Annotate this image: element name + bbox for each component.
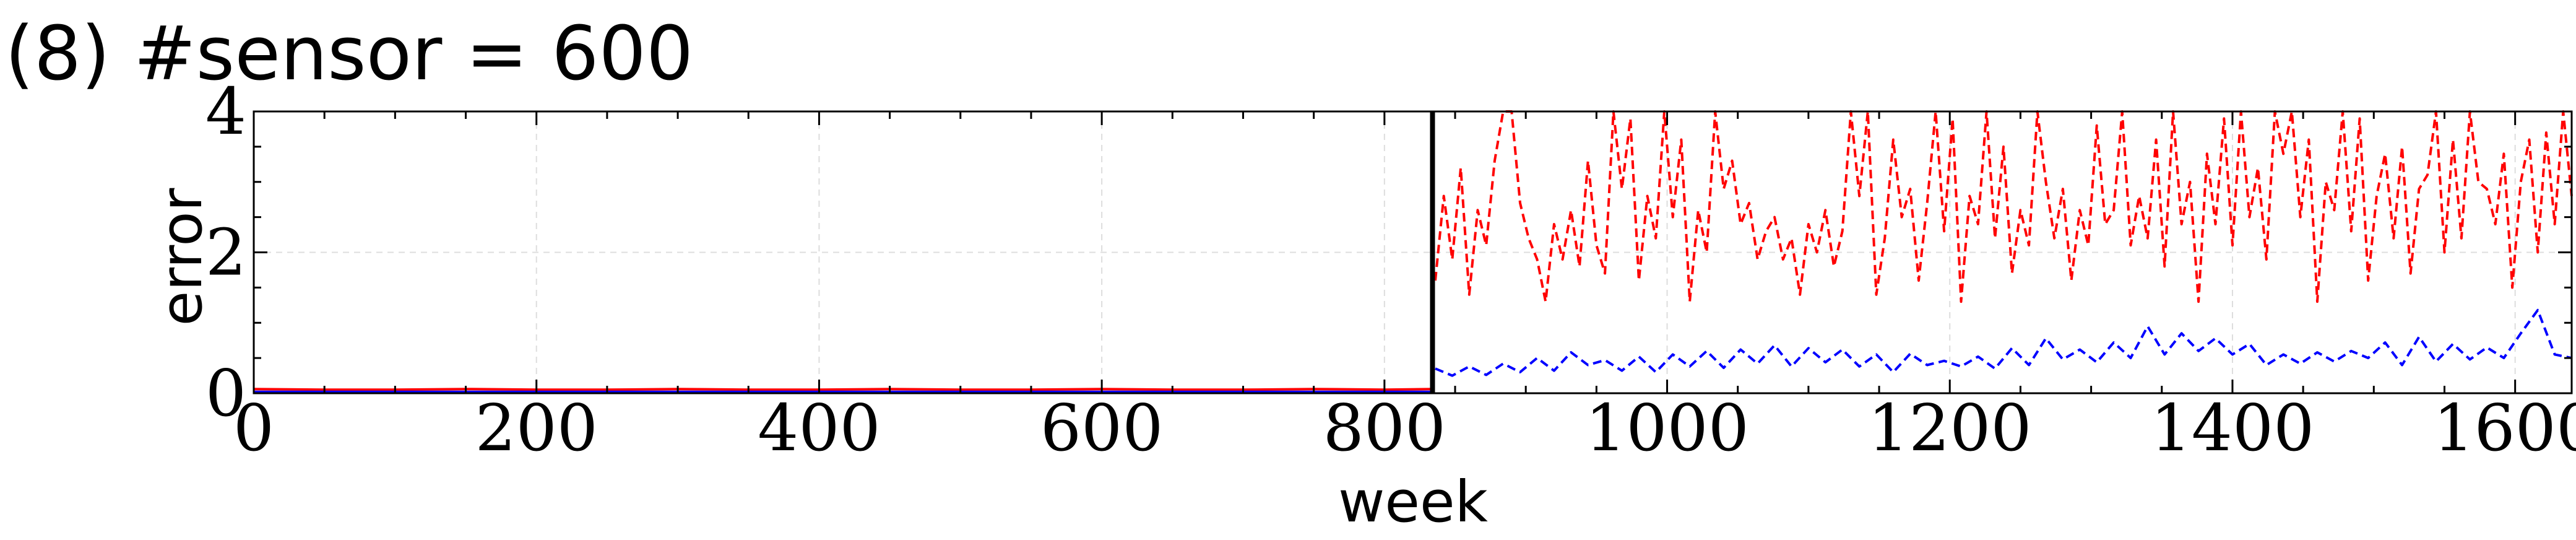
x-tick-label-800: 800 <box>1323 390 1446 466</box>
series-line-1 <box>253 388 1433 391</box>
x-axis-label: week <box>1338 469 1488 535</box>
y-tick-label-4: 4 <box>205 74 246 149</box>
y-tick-label-0: 0 <box>205 355 246 431</box>
x-tick-label-1000: 1000 <box>1585 390 1749 466</box>
x-tick-label-600: 600 <box>1040 390 1164 466</box>
chart-title: (8) #sensor = 600 <box>5 11 693 97</box>
series-line-2 <box>1434 110 2573 303</box>
y-tick-label-2: 2 <box>205 215 246 290</box>
x-tick-label-200: 200 <box>475 390 598 466</box>
y-axis-label: error <box>149 188 215 326</box>
series-layer <box>253 110 2573 393</box>
axes-frame <box>253 110 2573 394</box>
series-line-4 <box>1435 308 2572 377</box>
x-tick-label-1200: 1200 <box>1868 390 2032 466</box>
x-tick-label-400: 400 <box>758 390 881 466</box>
x-tick-label-0: 0 <box>233 390 274 466</box>
x-tick-label-1400: 1400 <box>2151 390 2315 466</box>
grid-lines <box>254 111 2572 393</box>
